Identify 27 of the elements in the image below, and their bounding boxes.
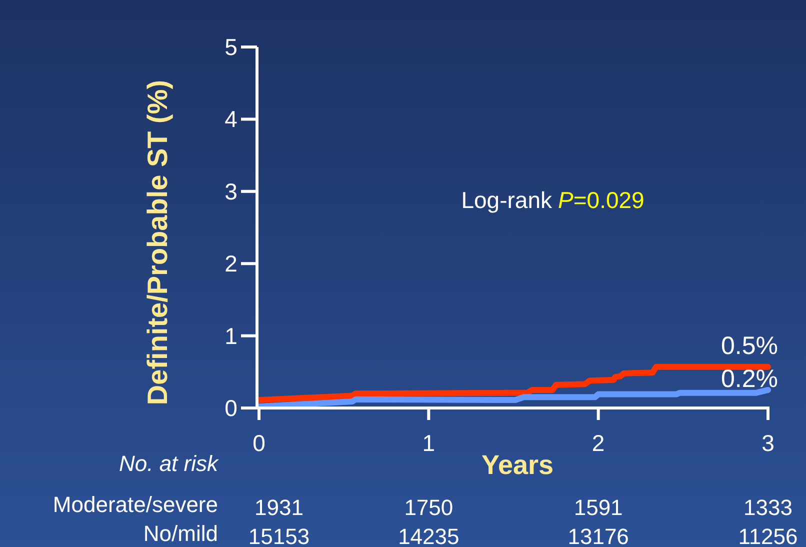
text: 1591: [574, 495, 623, 520]
y-tick-label: 5: [224, 34, 238, 60]
annotation: Log-rank: [461, 187, 552, 213]
x-axis-title: Years: [481, 450, 554, 480]
text: 13176: [568, 524, 629, 547]
y-tick-label: 1: [224, 322, 238, 349]
y-tick-label: 3: [224, 178, 238, 204]
text: Moderate/severe: [52, 492, 218, 517]
y-tick-label: 4: [224, 106, 238, 132]
x-tick-label: 1: [422, 430, 436, 456]
y-tick-label: 2: [224, 250, 238, 277]
annotation: P=0.029: [558, 187, 644, 213]
x-tick-label: 0: [252, 430, 266, 456]
x-tick-label: 2: [592, 430, 605, 456]
text: 1333: [744, 495, 792, 520]
text: 15153: [248, 524, 310, 547]
annotation: 0.2%: [721, 364, 778, 393]
x-tick-label: 3: [762, 430, 774, 456]
text: 1931: [254, 495, 304, 520]
text: 14235: [398, 524, 460, 547]
y-tick-label: 0: [224, 395, 238, 421]
text: 11256: [738, 524, 798, 547]
text: No. at risk: [118, 451, 219, 476]
text: 1750: [404, 495, 454, 520]
y-axis-title: Definite/Probable ST (%): [142, 80, 173, 406]
annotation: 0.5%: [721, 332, 778, 360]
text: No/mild: [143, 521, 218, 546]
